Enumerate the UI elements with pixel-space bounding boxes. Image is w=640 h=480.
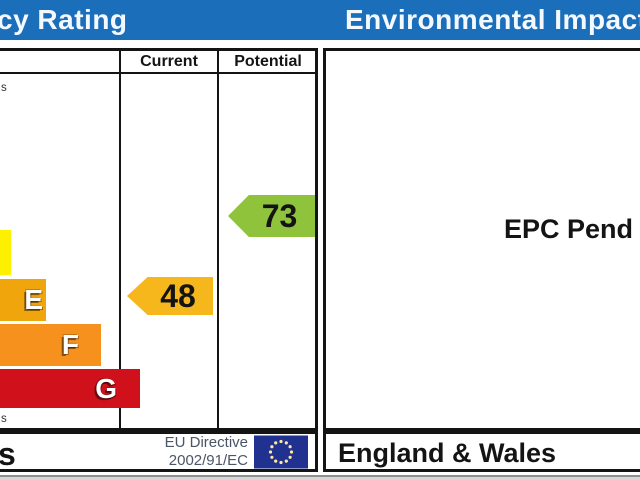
bottom-divider-line [0, 475, 640, 477]
region-label-fragment: s [0, 436, 16, 472]
energy-rating-title-fragment: cy Rating [0, 4, 128, 35]
header-bar: cy Rating Environmental Impact [0, 0, 640, 40]
band-d [0, 230, 11, 275]
caption-efficient-fragment: s [1, 82, 7, 94]
column-header-current: Current [140, 53, 198, 70]
potential-rating-value: 73 [261, 198, 298, 234]
energy-rating-table [0, 48, 318, 431]
column-divider-left [119, 51, 121, 428]
eu-directive-label: EU Directive 2002/91/EC [148, 434, 248, 469]
band-f: F [0, 324, 101, 366]
footer-right-box [323, 431, 640, 472]
region-label-england-wales: England & Wales [338, 438, 557, 468]
eu-directive-line2: 2002/91/EC [168, 451, 248, 469]
band-e-letter: E [24, 284, 43, 315]
band-g-letter: G [95, 372, 117, 404]
column-header-potential: Potential [234, 53, 302, 70]
bottom-strip [0, 477, 640, 480]
environmental-impact-title: Environmental Impact [345, 4, 640, 35]
band-e: E [0, 279, 46, 321]
potential-rating-arrow: 73 [228, 195, 315, 237]
table-header-underline [0, 72, 315, 74]
eu-flag-icon [254, 435, 308, 469]
current-rating-arrow: 48 [127, 277, 213, 315]
current-rating-value: 48 [160, 278, 196, 314]
epc-pending-text: EPC Pend [504, 214, 634, 244]
column-divider-right [217, 51, 219, 428]
caption-not-efficient-fragment: s [1, 413, 7, 425]
environmental-impact-panel [323, 48, 640, 431]
band-f-letter: F [61, 329, 79, 360]
eu-directive-line1: EU Directive [164, 434, 248, 451]
band-g: G [0, 369, 140, 408]
